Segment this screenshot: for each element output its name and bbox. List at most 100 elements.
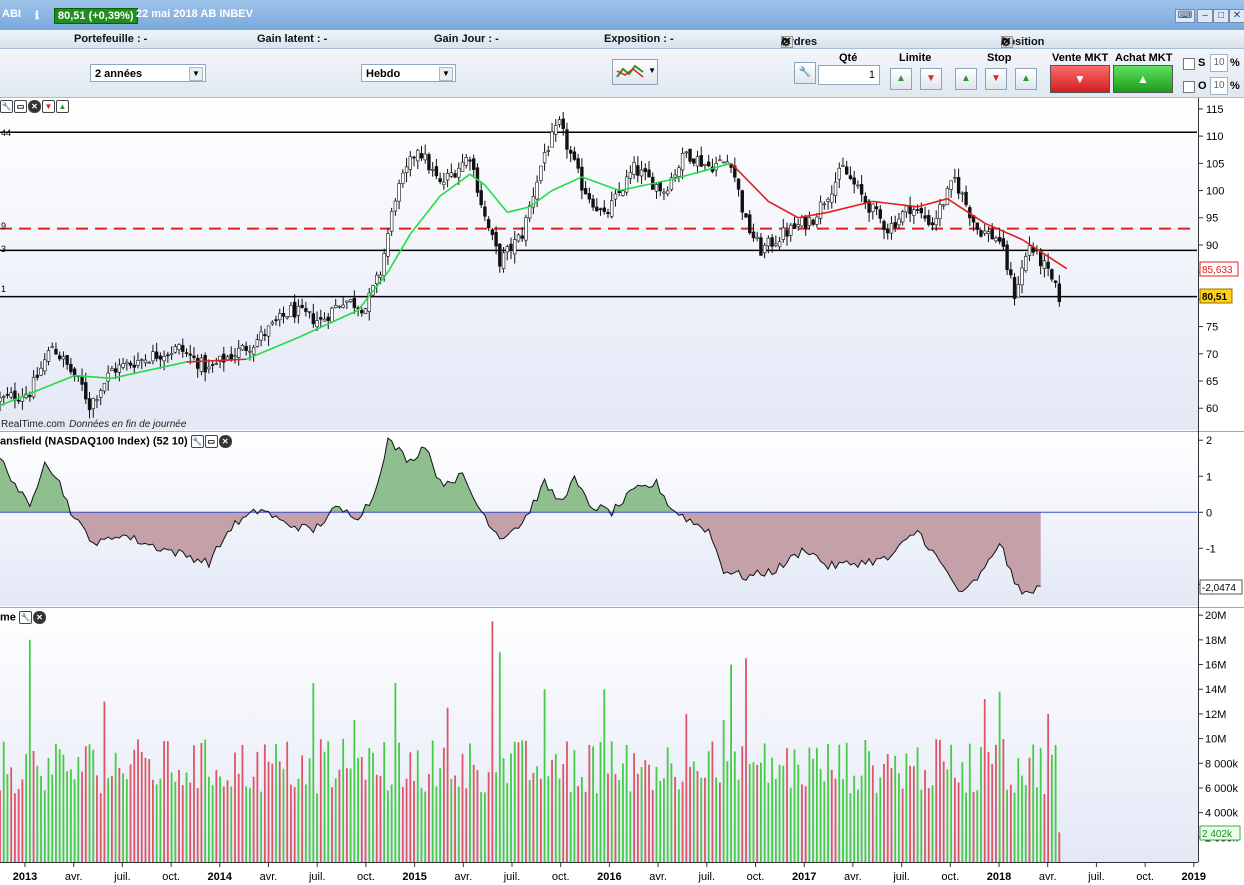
- wrench-icon[interactable]: 🔧: [18, 611, 32, 624]
- stop-buy-button[interactable]: ▲: [955, 68, 977, 90]
- candle-body: [412, 156, 416, 159]
- candle-body: [692, 158, 696, 164]
- volume-bar: [316, 793, 318, 862]
- volume-bar: [375, 774, 378, 862]
- volume-bar: [685, 713, 688, 862]
- candle-body: [229, 353, 233, 360]
- volume-panel-toolbar: me 🔧 ✕: [0, 611, 47, 624]
- mansfield-tick-label: -1: [1206, 543, 1216, 555]
- period-select[interactable]: 2 années ▼: [90, 64, 206, 82]
- arrow-up-icon[interactable]: ▲: [56, 100, 69, 113]
- chevron-down-icon[interactable]: ▼: [648, 66, 656, 75]
- chart-type-button[interactable]: ▼: [612, 59, 658, 85]
- data-source-note: Données en fin de journée: [69, 419, 187, 430]
- candle-body: [479, 190, 483, 206]
- keyboard-icon[interactable]: ⌨: [1175, 9, 1195, 23]
- candle-body: [102, 382, 107, 392]
- candle-body: [375, 274, 379, 284]
- close-position-icon[interactable]: ✕: [1001, 36, 1013, 48]
- candle-body: [322, 318, 327, 322]
- candle-body: [580, 166, 584, 191]
- candle-body: [494, 232, 498, 247]
- wrench-icon[interactable]: 🔧: [0, 100, 13, 113]
- close-button[interactable]: ✕: [1229, 9, 1244, 23]
- volume-bar: [491, 621, 494, 862]
- volume-bar: [129, 764, 132, 862]
- quantity-input[interactable]: 1: [818, 65, 880, 85]
- window-icon[interactable]: ▭: [14, 100, 27, 113]
- volume-bar: [965, 792, 967, 862]
- candle-body: [751, 231, 756, 239]
- s-checkbox[interactable]: [1183, 58, 1195, 70]
- buy-market-button[interactable]: ▲: [1113, 65, 1173, 93]
- window-icon[interactable]: ▭: [204, 435, 218, 448]
- close-icon[interactable]: ✕: [28, 100, 41, 113]
- stop-limit-button[interactable]: ▲: [1015, 68, 1037, 90]
- wrench-icon[interactable]: 🔧: [190, 435, 204, 448]
- volume-bar: [692, 761, 695, 862]
- minimize-button[interactable]: –: [1197, 9, 1213, 23]
- candle-body: [733, 165, 737, 178]
- sell-market-button[interactable]: ▼: [1050, 65, 1110, 93]
- volume-bar: [745, 658, 747, 862]
- volume-bar: [890, 767, 893, 862]
- gear-icon[interactable]: ⚙: [781, 37, 791, 49]
- candle-body: [289, 304, 293, 317]
- volume-bar: [364, 779, 367, 862]
- candle-body: [841, 165, 845, 167]
- candle-body: [762, 244, 767, 254]
- o-percent-input[interactable]: 10: [1210, 77, 1228, 95]
- x-tick-label: oct.: [162, 871, 180, 883]
- volume-value-tag: 2 402k: [1202, 829, 1233, 840]
- interval-select[interactable]: Hebdo ▼: [361, 64, 456, 82]
- wrench-icon[interactable]: 🔧: [794, 62, 816, 84]
- candle-body: [210, 364, 215, 366]
- moving-average-segment: [0, 374, 75, 407]
- volume-tick-label: 4 000k: [1205, 808, 1239, 820]
- s-percent-input[interactable]: 10: [1210, 54, 1228, 72]
- volume-bar: [924, 770, 926, 862]
- info-icon[interactable]: ℹ: [34, 10, 40, 22]
- close-icon[interactable]: ✕: [32, 611, 46, 624]
- arrow-down-icon[interactable]: ▼: [42, 100, 55, 113]
- volume-bar: [778, 764, 781, 862]
- candle-body: [442, 181, 446, 186]
- limit-buy-button[interactable]: ▲: [890, 68, 912, 90]
- stop-trailing-button[interactable]: ▼: [985, 68, 1007, 90]
- candle-body: [367, 292, 371, 312]
- volume-bar: [181, 785, 184, 862]
- candle-body: [845, 166, 849, 175]
- mansfield-tick-label: 0: [1206, 507, 1212, 519]
- o-checkbox[interactable]: [1183, 81, 1195, 93]
- percent-sign: %: [1230, 80, 1240, 92]
- volume-bar: [562, 764, 565, 862]
- chevron-down-icon[interactable]: ▼: [439, 67, 453, 81]
- candle-body: [248, 350, 252, 353]
- moving-average-segment: [74, 374, 112, 380]
- candle-body: [956, 177, 961, 194]
- candle-body: [1012, 277, 1017, 299]
- cancel-orders-icon[interactable]: ✕: [781, 36, 793, 48]
- volume-bar: [293, 786, 296, 862]
- candle-body: [1009, 269, 1013, 276]
- candle-body: [449, 172, 454, 177]
- left-line-label: 3: [1, 244, 6, 254]
- volume-bar: [901, 788, 904, 862]
- candle-body: [408, 156, 412, 170]
- gear-icon[interactable]: ⚙: [1001, 37, 1011, 49]
- candle-body: [975, 222, 979, 230]
- candle-body: [218, 355, 222, 362]
- volume-bar: [286, 741, 289, 862]
- maximize-button[interactable]: □: [1213, 9, 1229, 23]
- candle-body: [949, 180, 953, 190]
- volume-bar: [853, 775, 856, 862]
- volume-bar: [760, 762, 762, 862]
- volume-bar: [681, 781, 684, 862]
- candle-body: [554, 125, 558, 135]
- volume-bar: [927, 788, 930, 862]
- candle-body: [748, 214, 752, 234]
- limit-sell-button[interactable]: ▼: [920, 68, 942, 90]
- close-icon[interactable]: ✕: [218, 435, 232, 448]
- chevron-down-icon[interactable]: ▼: [189, 67, 203, 81]
